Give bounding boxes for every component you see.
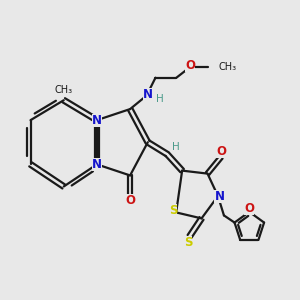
Text: O: O: [244, 202, 254, 215]
Text: N: N: [214, 190, 224, 202]
Text: N: N: [92, 114, 102, 127]
Text: O: O: [185, 59, 195, 72]
Text: S: S: [184, 236, 192, 249]
Text: N: N: [143, 88, 153, 100]
Text: H: H: [172, 142, 180, 152]
Text: CH₃: CH₃: [218, 62, 236, 72]
Text: O: O: [216, 145, 226, 158]
Text: H: H: [156, 94, 164, 103]
Text: S: S: [169, 204, 177, 218]
Text: O: O: [125, 194, 135, 207]
Text: N: N: [92, 158, 102, 171]
Text: CH₃: CH₃: [55, 85, 73, 95]
